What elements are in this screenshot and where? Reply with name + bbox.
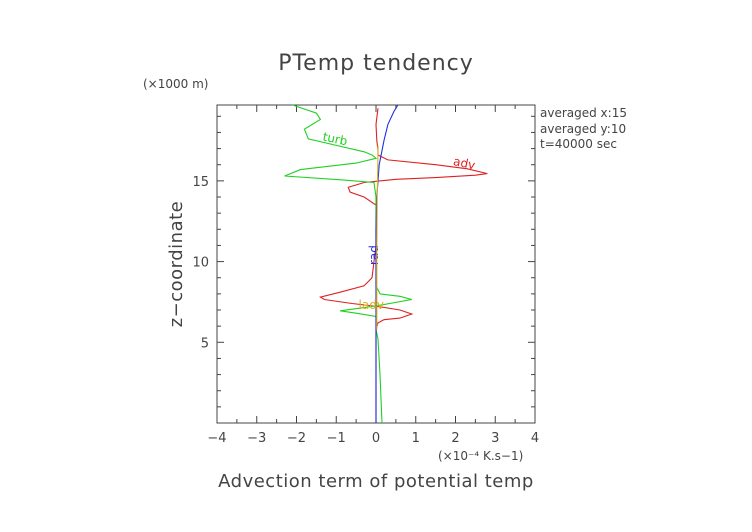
axis-ticks: −4 −3 −2 −1 0 1 2 3 4 5 10 15 xyxy=(192,105,539,446)
x-tick-label: 1 xyxy=(412,431,420,446)
series-ladv-line xyxy=(376,145,379,330)
series-turb-line xyxy=(284,104,412,424)
x-tick-label: −2 xyxy=(287,431,306,446)
info-line-2: averaged y:10 xyxy=(540,122,626,136)
series-turb-label: turb xyxy=(321,130,348,149)
series-adv-label: adv xyxy=(452,154,477,172)
data-curves: adv turb rad ladv xyxy=(284,104,488,424)
x-tick-label: 0 xyxy=(372,431,380,446)
info-block: averaged x:15 averaged y:10 t=40000 sec xyxy=(540,106,627,151)
y-tick-label: 5 xyxy=(201,336,209,351)
chart-title: PTemp tendency xyxy=(278,51,474,76)
y-tick-label: 10 xyxy=(192,256,209,271)
x-multiplier: (×10⁻⁴ K.s−1) xyxy=(438,449,523,463)
info-line-1: averaged x:15 xyxy=(540,106,627,120)
series-rad-label: rad xyxy=(367,245,381,265)
y-multiplier: (×1000 m) xyxy=(143,77,208,91)
x-tick-label: 2 xyxy=(451,431,459,446)
info-line-3: t=40000 sec xyxy=(540,137,617,151)
x-tick-label: −4 xyxy=(207,431,226,446)
x-axis-label: Advection term of potential temp xyxy=(218,471,534,492)
series-ladv-label: ladv xyxy=(359,298,384,312)
y-tick-label: 15 xyxy=(192,175,209,190)
x-tick-label: 3 xyxy=(491,431,499,446)
x-tick-label: −1 xyxy=(327,431,346,446)
x-tick-label: 4 xyxy=(531,431,539,446)
x-tick-label: −3 xyxy=(247,431,266,446)
y-axis-label: z−coordinate xyxy=(166,201,187,328)
